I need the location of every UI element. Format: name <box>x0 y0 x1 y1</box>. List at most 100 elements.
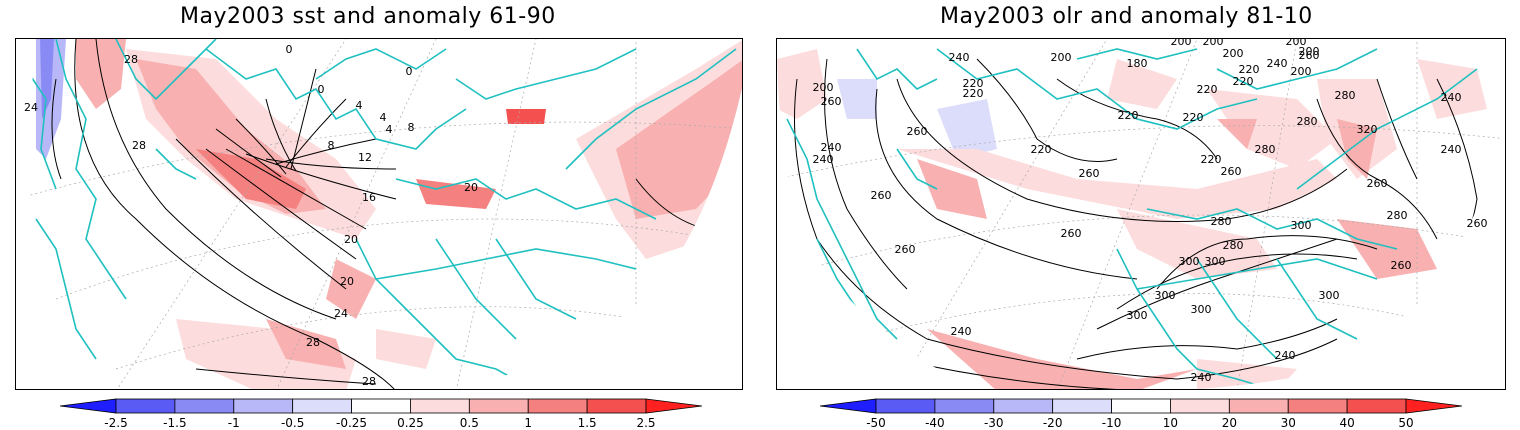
contour-label: 240 <box>1191 371 1212 384</box>
contour-label: 300 <box>1191 303 1212 316</box>
left-graticule <box>30 39 742 389</box>
colorbar-segment <box>1052 398 1112 414</box>
contour-label: 28 <box>132 139 146 152</box>
contour-label: 8 <box>328 139 335 152</box>
contour-label: 24 <box>24 101 38 114</box>
colorbar-segment <box>233 398 294 414</box>
contour-label: 280 <box>1387 209 1408 222</box>
contour-label: 300 <box>1127 309 1148 322</box>
contour-label: 240 <box>1275 349 1296 362</box>
contour-label: 280 <box>1335 89 1356 102</box>
colorbar-segment <box>1170 398 1230 414</box>
left-colorbar <box>60 398 702 414</box>
colorbar-segment <box>1111 398 1171 414</box>
contour-label: 28 <box>124 53 138 66</box>
contour-label: 280 <box>1223 239 1244 252</box>
contour-label: 300 <box>1179 255 1200 268</box>
contour-label: 240 <box>821 141 842 154</box>
colorbar-tick-label: -0.5 <box>280 416 305 430</box>
contour-label: 240 <box>1441 91 1462 104</box>
contour-label: 0 <box>286 43 293 56</box>
contour-label: 300 <box>1205 255 1226 268</box>
contour-label: 20 <box>344 233 358 246</box>
left-anomaly-shading <box>36 39 742 389</box>
colorbar-segment <box>174 398 235 414</box>
contour-label: 220 <box>1239 63 1260 76</box>
colorbar-segment <box>468 398 529 414</box>
colorbar-tick-label: 0.5 <box>459 416 479 430</box>
contour-label: 260 <box>1367 177 1388 190</box>
contour-label: 24 <box>334 307 348 320</box>
colorbar-segment <box>993 398 1054 414</box>
contour-label: 220 <box>1197 83 1218 96</box>
colorbar-tick-label: 50 <box>1398 416 1414 430</box>
colorbar-tick-label: -1.5 <box>163 416 187 430</box>
contour-label: 240 <box>949 51 970 64</box>
contour-label: 300 <box>1291 219 1312 232</box>
contour-label: 28 <box>362 375 376 388</box>
colorbar-segment <box>115 398 176 414</box>
colorbar-segment <box>1287 398 1348 414</box>
contour-label: 300 <box>1319 289 1340 302</box>
colorbar-tick-label: 1.5 <box>577 416 597 430</box>
contour-label: 0 <box>318 83 325 96</box>
colorbar-tick-label: -40 <box>925 416 945 430</box>
contour-label: 16 <box>362 191 376 204</box>
colorbar-tick-label: -10 <box>1101 416 1122 430</box>
right-coastlines <box>786 48 1478 389</box>
contour-label: 260 <box>1061 227 1082 240</box>
right-map-plot: 200 200 200 200 200 200 200 200 180 220 220 220 220 2… <box>776 38 1506 390</box>
contour-label: 260 <box>1299 49 1320 62</box>
contour-label: 4 <box>386 123 393 136</box>
contour-label: 240 <box>951 325 972 338</box>
left-coastlines <box>30 39 737 389</box>
contour-label: 220 <box>963 77 984 90</box>
colorbar-segment <box>1228 398 1289 414</box>
contour-label: 200 <box>1171 39 1192 48</box>
colorbar-segment <box>1346 398 1407 414</box>
contour-label: 240 <box>813 153 834 166</box>
contour-label: 8 <box>408 121 415 134</box>
contour-label: 20 <box>464 181 478 194</box>
contour-label: 200 <box>1291 65 1312 78</box>
contour-label: 280 <box>1297 115 1318 128</box>
contour-label: 260 <box>871 189 892 202</box>
contour-label: 0 <box>406 65 413 78</box>
contour-label: 200 <box>813 81 834 94</box>
contour-label: 220 <box>1201 153 1222 166</box>
contour-label: 200 <box>1203 39 1224 48</box>
contour-label: 280 <box>1211 215 1232 228</box>
contour-label: 28 <box>306 336 320 349</box>
contour-label: 320 <box>1357 123 1378 136</box>
colorbar-segment <box>410 398 470 414</box>
contour-label: 200 <box>1051 51 1072 64</box>
colorbar-segment <box>292 398 352 414</box>
colorbar-tick-label: 1 <box>524 416 533 430</box>
contour-label: 220 <box>1031 143 1052 156</box>
colorbar-tick-label: 30 <box>1280 416 1296 430</box>
contour-label: 4 <box>380 111 387 124</box>
colorbar-segment <box>1405 398 1462 414</box>
contour-label: 260 <box>907 125 928 138</box>
left-contours <box>51 39 707 389</box>
colorbar-segment <box>875 398 936 414</box>
contour-label: 260 <box>1467 217 1488 230</box>
contour-label: 260 <box>1391 259 1412 272</box>
colorbar-tick-label: -2.5 <box>104 416 128 430</box>
contour-label: 260 <box>895 243 916 256</box>
left-map-plot: 0 0 0 4 4 4 8 8 12 16 20 20 20 24 24 28 28 28 28 <box>15 38 743 390</box>
contour-label: 300 <box>1155 289 1176 302</box>
contour-label: 200 <box>1299 45 1320 58</box>
contour-label: 20 <box>340 275 354 288</box>
left-map-title: May2003 sst and anomaly 61-90 <box>180 4 556 29</box>
colorbar-tick-label: -20 <box>1042 416 1063 430</box>
colorbar-segment <box>934 398 995 414</box>
colorbar-segment <box>351 398 411 414</box>
contour-label: 240 <box>1441 143 1462 156</box>
colorbar-tick-label: -30 <box>983 416 1004 430</box>
contour-label: 280 <box>1255 143 1276 156</box>
contour-label: 4 <box>356 99 363 112</box>
